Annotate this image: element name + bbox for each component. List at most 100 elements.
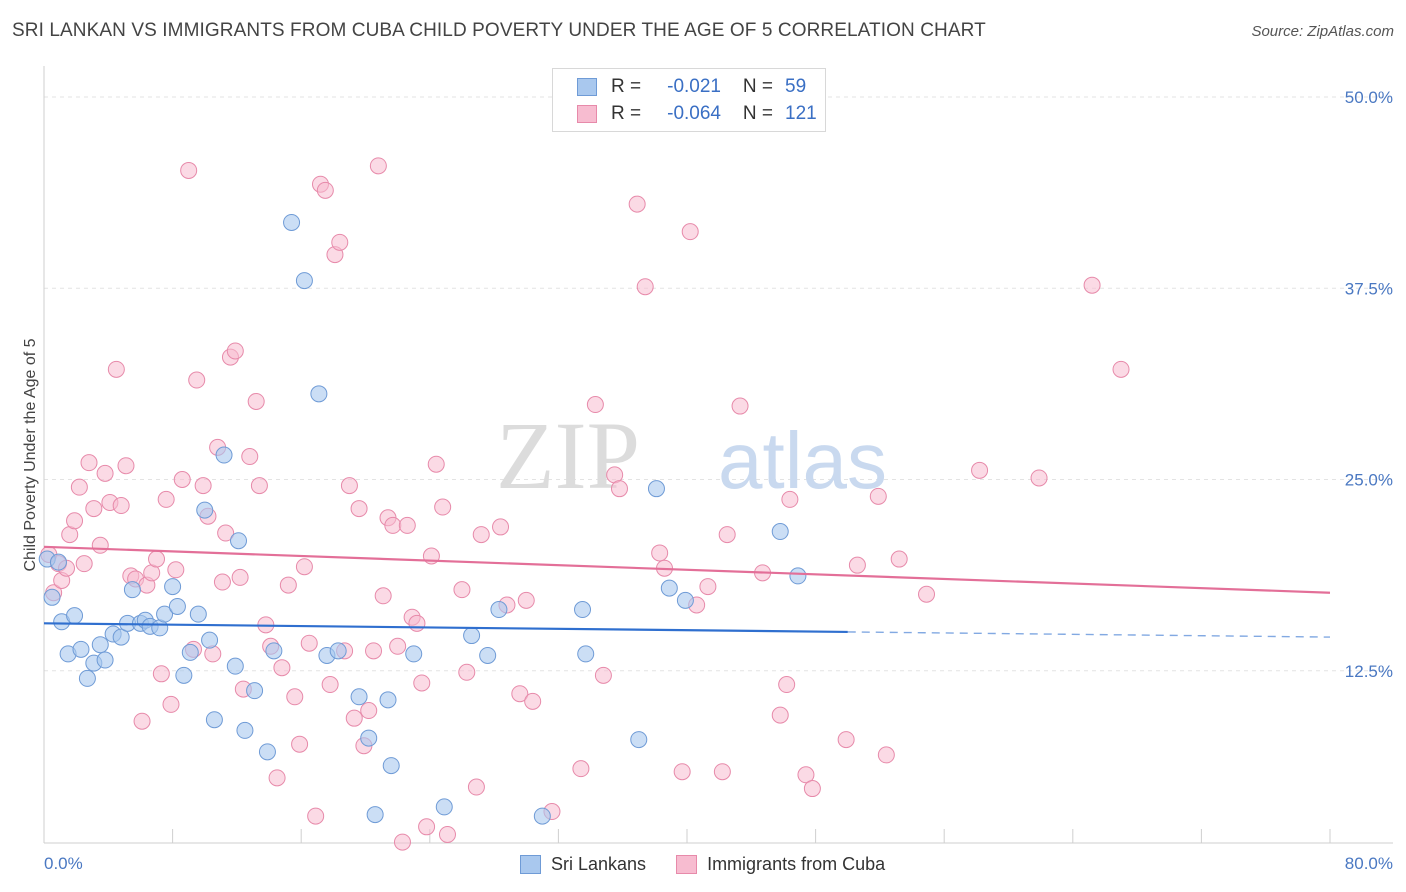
- data-point-srilankans: [574, 601, 592, 619]
- data-point-cuba: [365, 642, 383, 660]
- bottom-legend-label-cuba: Immigrants from Cuba: [707, 853, 886, 874]
- data-point-cuba: [91, 536, 109, 554]
- data-point-srilankans: [366, 806, 384, 824]
- data-point-srilankans: [168, 597, 186, 615]
- data-point-cuba: [877, 746, 895, 764]
- bottom-legend-srilankans: Sri Lankans: [520, 854, 646, 875]
- data-point-srilankans: [360, 729, 378, 747]
- data-point-srilankans: [329, 642, 347, 660]
- data-point-cuba: [360, 702, 378, 720]
- x-tick-labels: 0.0% 80.0%: [44, 854, 1393, 873]
- data-point-cuba: [389, 637, 407, 655]
- data-point-srilankans: [435, 798, 453, 816]
- points-srilankans: [38, 213, 807, 825]
- x-tick-label-max: 80.0%: [1345, 854, 1393, 873]
- legend-box: R = -0.021 N = 59 R = -0.064 N = 121: [552, 68, 826, 132]
- data-point-srilankans: [96, 651, 114, 669]
- data-point-cuba: [173, 471, 191, 488]
- data-point-srilankans: [676, 591, 694, 609]
- trend-lines: [43, 545, 1331, 638]
- data-point-cuba: [231, 568, 249, 586]
- data-point-srilankans: [246, 682, 264, 700]
- data-point-srilankans: [490, 601, 508, 619]
- bottom-legend: Sri Lankans Immigrants from Cuba: [520, 852, 915, 876]
- data-point-cuba: [167, 561, 185, 579]
- legend-n-label: N =: [742, 76, 773, 97]
- data-point-cuba: [803, 780, 821, 798]
- data-point-cuba: [85, 500, 103, 518]
- data-point-cuba: [295, 558, 313, 576]
- data-point-cuba: [890, 550, 908, 568]
- data-point-cuba: [434, 498, 452, 516]
- data-point-srilankans: [72, 640, 90, 658]
- trend-line-srilankans-extension: [847, 631, 1331, 638]
- y-tick-label: 12.5%: [1345, 662, 1393, 681]
- y-tick-labels: 12.5% 25.0% 37.5% 50.0%: [1345, 88, 1393, 681]
- data-point-cuba: [340, 477, 358, 495]
- data-point-cuba: [427, 455, 445, 473]
- data-point-cuba: [699, 578, 717, 596]
- legend-n-value: 59: [785, 76, 807, 97]
- data-point-cuba: [180, 161, 198, 179]
- data-point-srilankans: [230, 532, 248, 550]
- data-point-srilankans: [156, 605, 174, 623]
- data-point-cuba: [107, 360, 125, 378]
- data-point-cuba: [398, 516, 416, 534]
- data-point-cuba: [594, 666, 612, 684]
- data-point-cuba: [636, 278, 654, 296]
- data-point-cuba: [438, 825, 456, 843]
- data-point-cuba: [517, 591, 535, 609]
- trend-line-srilankans: [43, 622, 848, 634]
- data-point-cuba: [848, 556, 866, 574]
- data-point-cuba: [1030, 469, 1048, 487]
- data-point-cuba: [408, 614, 426, 632]
- data-point-srilankans: [310, 385, 328, 403]
- data-point-srilankans: [123, 581, 141, 599]
- data-point-srilankans: [577, 645, 595, 663]
- legend-r-value: -0.064: [667, 103, 721, 124]
- data-point-cuba: [1112, 360, 1130, 378]
- legend-swatch-pink: [577, 105, 597, 123]
- data-point-srilankans: [205, 711, 223, 729]
- legend-r-value: -0.021: [667, 76, 721, 97]
- data-point-cuba: [467, 778, 485, 796]
- data-point-cuba: [681, 223, 699, 241]
- data-point-srilankans: [66, 607, 84, 625]
- data-point-cuba: [194, 477, 212, 495]
- data-point-srilankans: [181, 643, 199, 661]
- data-point-cuba: [393, 833, 411, 851]
- data-point-cuba: [971, 461, 989, 479]
- data-point-srilankans: [771, 523, 789, 541]
- data-point-srilankans: [226, 657, 244, 675]
- data-point-cuba: [75, 555, 93, 573]
- bottom-legend-cuba: Immigrants from Cuba: [676, 854, 885, 875]
- data-point-cuba: [217, 524, 235, 542]
- data-point-cuba: [374, 587, 392, 605]
- data-point-srilankans: [91, 636, 109, 654]
- data-point-cuba: [112, 497, 130, 515]
- legend-row-srilankans: R = -0.021 N = 59: [577, 75, 806, 99]
- data-point-cuba: [300, 634, 318, 652]
- data-point-srilankans: [283, 213, 301, 231]
- data-point-cuba: [152, 665, 170, 683]
- data-point-srilankans: [175, 666, 193, 684]
- chart-title: SRI LANKAN VS IMMIGRANTS FROM CUBA CHILD…: [12, 20, 986, 41]
- data-point-cuba: [586, 396, 604, 414]
- data-point-cuba: [797, 766, 815, 784]
- data-point-cuba: [213, 573, 231, 591]
- data-point-cuba: [628, 195, 646, 213]
- legend-r-label: R =: [611, 103, 642, 124]
- data-point-srilankans: [215, 446, 233, 464]
- data-point-cuba: [350, 500, 368, 518]
- data-point-cuba: [673, 763, 691, 781]
- data-point-cuba: [472, 526, 490, 544]
- data-point-srilankans: [463, 627, 481, 645]
- watermark: ZIP atlas: [496, 402, 887, 509]
- legend-r-label: R =: [611, 76, 642, 97]
- data-point-cuba: [771, 706, 789, 724]
- legend-n-value: 121: [785, 103, 817, 124]
- y-tick-label: 37.5%: [1345, 279, 1393, 298]
- data-point-cuba: [226, 342, 244, 360]
- data-point-cuba: [157, 490, 175, 508]
- data-point-cuba: [413, 674, 431, 692]
